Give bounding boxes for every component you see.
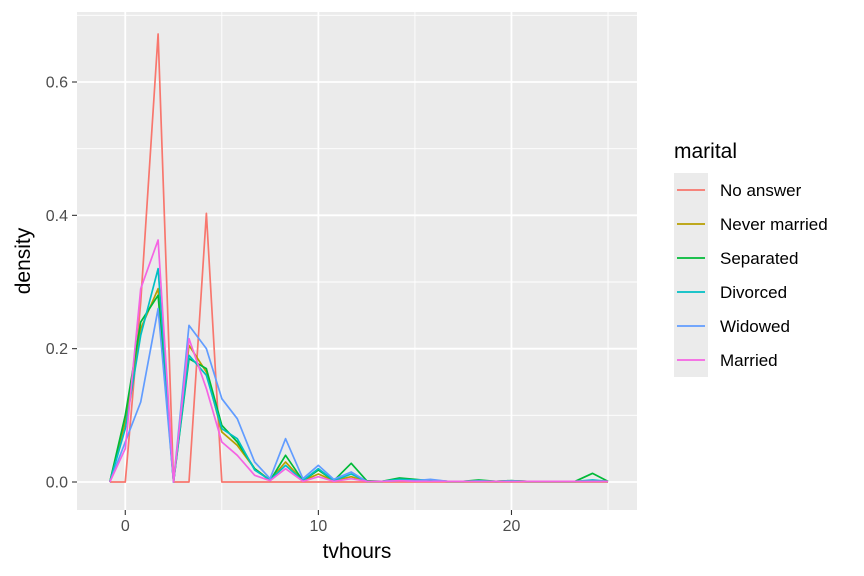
- y-tick-label: 0.6: [46, 75, 68, 92]
- series-line-married: [109, 239, 609, 483]
- legend-label: Never married: [720, 215, 828, 234]
- y-axis: 0.0 0.2 0.4 0.6: [46, 75, 77, 492]
- legend: marital No answer Never married Separated D…: [674, 140, 828, 377]
- x-tick-label: 20: [503, 518, 521, 535]
- y-tick-label: 0.2: [46, 341, 68, 358]
- series-lines: [109, 33, 609, 483]
- x-axis: 0 10 20: [121, 510, 521, 535]
- legend-title: marital: [674, 140, 737, 163]
- major-gridlines: [77, 12, 637, 510]
- y-tick-label: 0.0: [46, 475, 68, 492]
- minor-gridlines: [77, 12, 637, 510]
- y-tick-label: 0.4: [46, 208, 68, 225]
- legend-label: Married: [720, 351, 778, 370]
- legend-label: Divorced: [720, 283, 787, 302]
- plot-panel: [77, 12, 637, 510]
- legend-label: No answer: [720, 181, 802, 200]
- legend-label: Separated: [720, 249, 798, 268]
- x-tick-label: 0: [121, 518, 130, 535]
- x-axis-title: tvhours: [323, 540, 392, 563]
- legend-label: Widowed: [720, 317, 790, 336]
- x-tick-label: 10: [309, 518, 327, 535]
- y-axis-title: density: [12, 227, 35, 294]
